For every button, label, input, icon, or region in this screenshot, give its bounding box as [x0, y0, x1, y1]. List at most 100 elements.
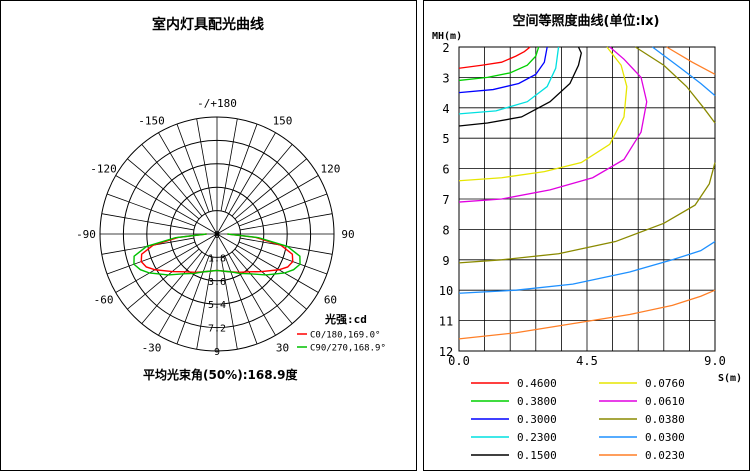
polar-grid-spoke [238, 241, 328, 275]
polar-grid-spoke [224, 123, 258, 213]
isolux-curve [458, 46, 548, 94]
polar-curves [133, 233, 301, 276]
polar-grid-spoke [141, 251, 203, 324]
isolux-curve [635, 46, 716, 124]
polar-grid-spoke [216, 233, 319, 293]
isolux-y-tick: 2 [442, 41, 449, 55]
isolux-y-tick: 8 [442, 223, 449, 237]
polar-angle-label: -30 [142, 341, 162, 354]
polar-radial-label: 3.6 [208, 277, 226, 288]
isolux-legend-label: 0.3000 [517, 413, 557, 426]
isolux-y-tick: 11 [439, 315, 453, 329]
isolux-legend-label: 0.1500 [517, 449, 557, 462]
polar-angle-label: -/+180 [197, 97, 237, 110]
isolux-curve [458, 46, 582, 127]
polar-angle-label: 30 [276, 341, 289, 354]
isolux-y-tick: 4 [442, 102, 449, 116]
intensity-unit-label: 光强:cd [324, 312, 367, 326]
isolux-curve [666, 46, 716, 75]
isolux-legend-label: 0.2300 [517, 431, 557, 444]
isolux-legend-label: 0.0300 [645, 431, 685, 444]
isolux-ticks: 2 3 4 5 6 7 8 9 10 11 120.0 4.5 9.0 [439, 41, 726, 368]
isolux-chart-panel: 空间等照度曲线(单位:lx) MH(m) S(m) 2 3 4 5 6 7 8 9 10 11 12… [423, 0, 750, 471]
polar-grid-spoke [216, 233, 276, 336]
isolux-curve [458, 46, 540, 82]
isolux-curve [458, 241, 716, 294]
polar-radial-label: 0 [214, 230, 220, 241]
polar-grid-spoke [239, 213, 333, 231]
polar-grid-spoke [106, 241, 196, 275]
isolux-x-tick: 9.0 [704, 354, 726, 368]
isolux-legend-label: 0.0760 [645, 377, 685, 390]
x-axis-unit: S(m) [718, 373, 742, 384]
isolux-y-tick: 9 [442, 254, 449, 268]
polar-grid-spoke [196, 256, 214, 350]
beam-angle-label: 平均光束角(50%):168.9度 [143, 367, 298, 382]
polar-angle-label: 150 [273, 115, 293, 128]
polar-legend-label: C90/270,168.9° [310, 344, 386, 354]
polar-angle-label: -90 [76, 228, 96, 241]
polar-grid-spoke [220, 256, 238, 350]
isolux-curve [458, 46, 531, 69]
polar-angle-label: -60 [94, 294, 114, 307]
polar-grid-spoke [127, 158, 200, 220]
isolux-curve [458, 46, 628, 182]
isolux-curve [458, 162, 716, 264]
isolux-y-tick: 3 [442, 71, 449, 85]
polar-grid-spoke [238, 193, 328, 227]
polar-grid-spoke [115, 233, 218, 293]
isolux-x-tick: 4.5 [576, 354, 598, 368]
polar-radial-label: 7.2 [208, 324, 226, 335]
polar-grid-spoke [101, 213, 195, 231]
polar-grid-spoke [196, 118, 214, 212]
polar-title: 室内灯具配光曲线 [152, 16, 264, 33]
polar-chart-panel: 室内灯具配光曲线 -/+180 150 120 90 60 30 -30 -60 -90 -120… [0, 0, 417, 471]
isolux-y-tick: 6 [442, 163, 449, 177]
isolux-legend-label: 0.0610 [645, 395, 685, 408]
polar-grid [99, 116, 335, 352]
y-axis-unit: MH(m) [432, 31, 462, 42]
polar-curve [133, 233, 301, 276]
polar-chart: 室内灯具配光曲线 -/+180150120906030-30-60-90-120… [76, 16, 386, 382]
isolux-curve [652, 46, 716, 97]
polar-grid-spoke [234, 248, 307, 310]
polar-labels: -/+180 150 120 90 60 30 -30 -60 -90 -120 -150 0 1.8 3… [76, 97, 355, 358]
polar-radial-label: 1.8 [208, 253, 226, 264]
isolux-legend-label: 0.4600 [517, 377, 557, 390]
polar-angle-label: -120 [90, 163, 117, 176]
isolux-legend: 0.4600 0.3800 0.3000 0.2300 0.1500 0.0760 0.06… [471, 377, 685, 462]
isolux-y-tick: 10 [439, 284, 453, 298]
isolux-curve [458, 46, 648, 203]
polar-grid-spoke [234, 158, 307, 220]
polar-grid-spoke [216, 132, 276, 235]
polar-grid-spoke [224, 255, 258, 345]
isolux-legend-label: 0.0230 [645, 449, 685, 462]
isolux-curves [458, 46, 716, 340]
polar-grid-spoke [220, 118, 238, 212]
polar-grid-spoke [176, 123, 210, 213]
isolux-legend-label: 0.3800 [517, 395, 557, 408]
polar-grid-spoke [141, 144, 203, 217]
isolux-title: 空间等照度曲线(单位:lx) [513, 13, 660, 29]
polar-angle-label: 90 [341, 228, 354, 241]
polar-radial-label: 5.4 [208, 300, 226, 311]
polar-radial-label: 9 [214, 347, 220, 358]
polar-grid-spoke [231, 251, 293, 324]
polar-grid-spoke [216, 175, 319, 235]
isolux-chart: 空间等照度曲线(单位:lx) MH(m) S(m) 2 3 4 5 6 7 8 9 10 11 12… [432, 13, 742, 462]
polar-angle-label: 60 [324, 294, 337, 307]
polar-grid-spoke [115, 175, 218, 235]
isolux-y-tick: 7 [442, 193, 449, 207]
isolux-legend-label: 0.0380 [645, 413, 685, 426]
polar-grid-spoke [127, 248, 200, 310]
polar-legend: C0/180,169.0° C90/270,168.9° [297, 331, 386, 354]
isolux-curve [458, 46, 560, 115]
polar-legend-label: C0/180,169.0° [310, 331, 380, 341]
isolux-curve [458, 289, 716, 340]
polar-grid-spoke [231, 144, 293, 217]
isolux-y-tick: 12 [439, 345, 453, 359]
polar-grid-spoke [158, 233, 218, 336]
polar-grid-spoke [176, 255, 210, 345]
polar-grid-spoke [158, 132, 218, 235]
polar-grid-spoke [106, 193, 196, 227]
